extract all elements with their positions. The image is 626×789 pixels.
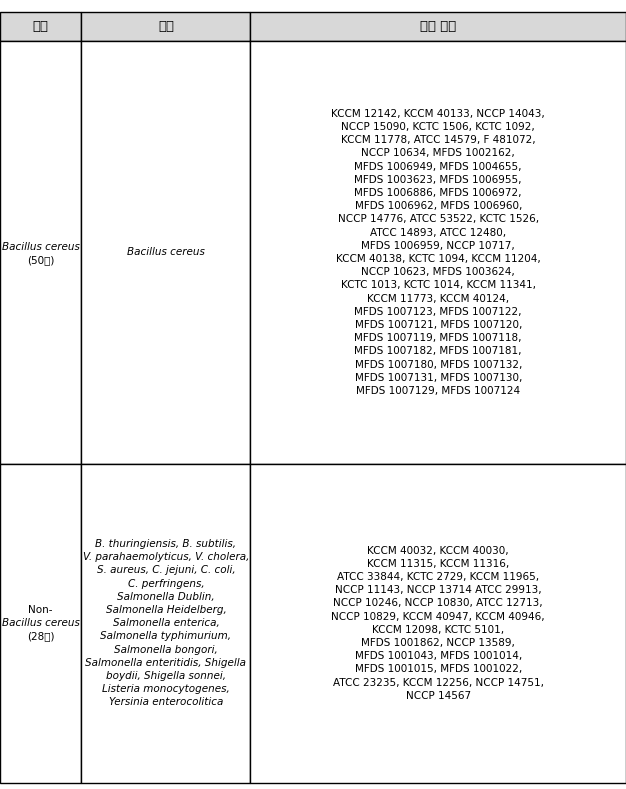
Text: (50종): (50종) [27, 256, 54, 266]
Text: (28종): (28종) [27, 631, 54, 641]
Text: 구분: 구분 [33, 20, 49, 33]
Bar [0, 12, 81, 41]
Text: 균종: 균종 [158, 20, 174, 33]
Text: Non-: Non- [28, 605, 53, 615]
Text: Bacillus cereus: Bacillus cereus [2, 618, 80, 628]
Text: Bacillus cereus: Bacillus cereus [127, 247, 205, 257]
Bar [81, 464, 250, 783]
Text: KCCM 40032, KCCM 40030,
KCCM 11315, KCCM 11316,
ATCC 33844, KCTC 2729, KCCM 1196: KCCM 40032, KCCM 40030, KCCM 11315, KCCM… [331, 545, 545, 701]
Bar [81, 41, 250, 464]
Text: B. thuringiensis, B. subtilis,
V. parahaemolyticus, V. cholera,
S. aureus, C. je: B. thuringiensis, B. subtilis, V. paraha… [83, 539, 249, 707]
Text: Bacillus cereus: Bacillus cereus [2, 242, 80, 252]
Text: 균주 번호: 균주 번호 [420, 20, 456, 33]
Bar [81, 12, 250, 41]
Bar [0, 464, 81, 783]
Bar [0, 41, 81, 464]
Bar [250, 464, 626, 783]
Bar [250, 12, 626, 41]
Text: KCCM 12142, KCCM 40133, NCCP 14043,
NCCP 15090, KCTC 1506, KCTC 1092,
KCCM 11778: KCCM 12142, KCCM 40133, NCCP 14043, NCCP… [331, 109, 545, 396]
Bar [250, 41, 626, 464]
